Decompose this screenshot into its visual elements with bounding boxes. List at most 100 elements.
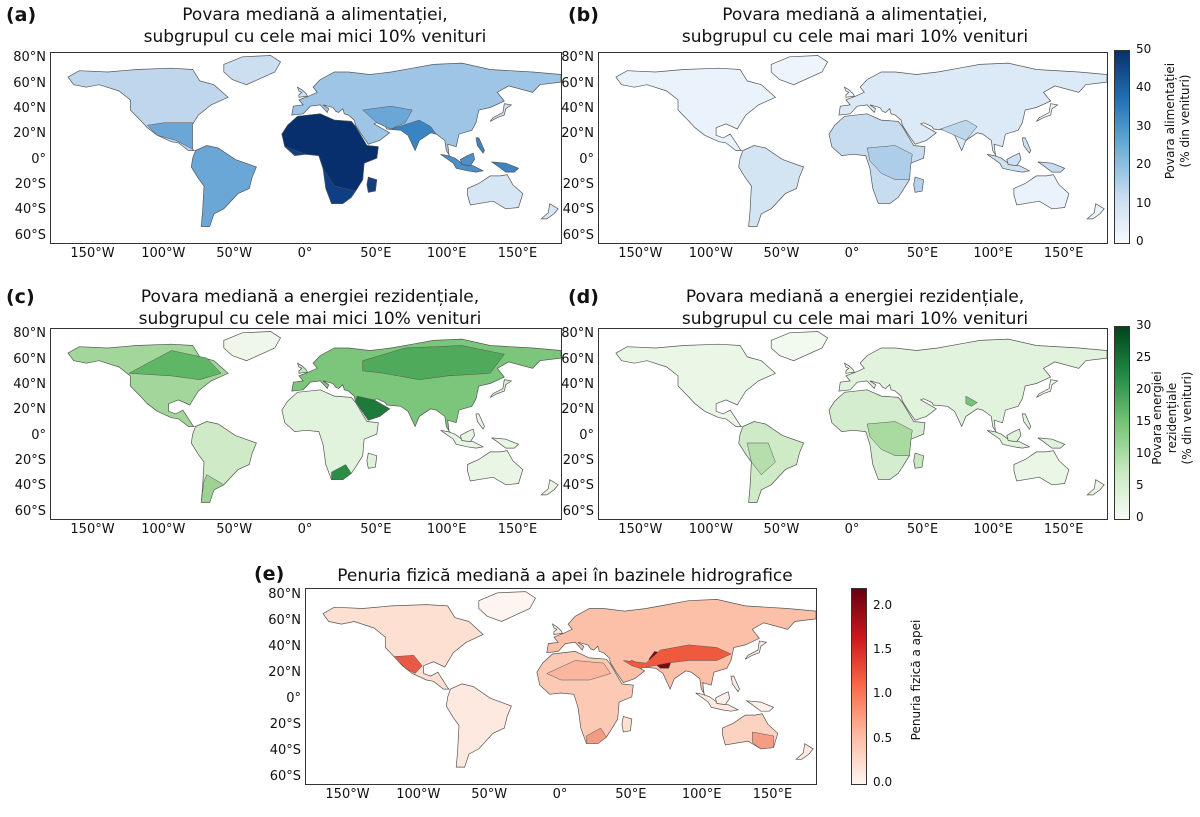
land-greenland [770,331,829,362]
lat-tick-label: 80°N [13,50,46,66]
land-greenland [478,591,536,622]
land-greenland [223,55,281,86]
lat-tick-label: 60°N [13,351,46,367]
land-borneo [1006,428,1022,443]
panel-title-line2: subgrupul cu cele mai mari 10% venituri [681,27,1029,47]
lon-tick-label: 50°W [763,522,800,537]
colorbar-tick-label: 0.5 [873,730,893,745]
region-highlight [623,644,732,669]
land-japan [489,103,513,122]
land-new-guinea [745,700,775,712]
lon-tick-label: 0° [297,522,313,537]
lon-tick-label: 50°E [906,522,939,537]
panel-letter: (e) [254,563,285,585]
region-highlight [752,731,774,750]
land-south-america [190,421,257,503]
colorbar-tick-label: 0 [1136,234,1144,248]
land-philippines [730,675,740,693]
lat-tick-label: 20°S [14,177,46,192]
land-borneo [1006,152,1022,167]
colorbar-energy-label-line3: (% din venituri) [1180,371,1194,465]
colorbar-tick-label: 15 [1136,414,1152,428]
colorbar-energy-label-line1: Povara energiei [1150,371,1164,465]
colorbar-water [851,588,867,785]
colorbar-tick-label: 10 [1136,446,1152,460]
lon-tick-label: 0° [552,787,568,802]
lon-tick-label: 100°E [681,787,722,802]
land-britain [843,86,855,98]
map-b [598,52,1108,244]
panel-title: Povara mediană a energiei rezidențiale, … [60,286,560,330]
lat-tick-label: 80°N [561,326,594,342]
region-highlight [128,350,222,380]
land-south-america [738,145,805,227]
lat-tick-label: 60°N [13,75,46,91]
land-madagascar [913,176,924,193]
land-new-zealand [795,743,814,760]
lon-tick-label: 0° [844,522,860,537]
panel-title-line2: subgrupul cu cele mai mici 10% venituri [143,27,487,47]
panel-title: Penuria fizică mediană a apei în bazinel… [300,565,830,587]
lat-tick-label: 80°N [561,50,594,66]
land-north-america [67,67,229,151]
land-borneo [459,152,475,167]
lat-tick-label: 40°S [269,742,301,758]
land-new-guinea [1037,437,1066,449]
lat-tick-label: 60°N [268,612,301,628]
lon-tick-label: 100°W [141,522,186,537]
region-highlight [362,105,413,130]
lat-tick-label: 0° [286,690,301,706]
lat-tick-label: 40°N [268,638,301,654]
lat-tick-label: 60°S [14,227,46,243]
map-d [598,328,1108,520]
land-north-america [615,343,777,427]
colorbar-tick-label: 0 [1136,510,1144,524]
lon-tick-label: 150°E [497,522,538,537]
land-philippines [1021,413,1032,430]
land-south-america [190,145,257,227]
lat-tick-label: 40°S [14,202,46,218]
lon-tick-label: 100°W [688,246,733,261]
land-britain [551,623,563,635]
colorbar-tick-label: 2.0 [873,597,893,612]
land-greenland [770,55,829,86]
panel-title-line2: subgrupul cu cele mai mari 10% venituri [681,309,1029,329]
land-indonesia [440,429,485,449]
lat-tick-label: 40°N [13,101,46,116]
land-madagascar [366,452,378,469]
region-highlight [362,345,505,380]
land-north-america [322,604,484,690]
colorbar-tick-label: 0.0 [873,775,893,789]
lon-tick-label: 50°W [216,522,253,537]
lon-tick-label: 100°E [973,246,1013,261]
panel-title-line2: subgrupul cu cele mai mici 10% venituri [138,309,482,329]
land-borneo [714,691,730,706]
land-japan [1036,379,1059,398]
colorbar-energy-label: Povara energiei rezidențiale (% din veni… [1150,358,1195,478]
region-highlight [200,474,225,503]
land-new-zealand [540,203,559,220]
land-australia [467,174,524,210]
lat-tick-label: 20°N [13,402,46,418]
region-highlight [390,119,437,152]
land-australia [1013,174,1070,210]
panel-title: Povara mediană a energiei rezidențiale, … [600,286,1110,330]
colorbar-tick-label: 50 [1136,42,1152,56]
land-britain [296,86,308,98]
region-highlight [331,464,352,480]
lat-tick-label: 0° [31,151,46,167]
colorbar-tick-label: 25 [1136,350,1152,364]
colorbar-food [1114,50,1130,244]
region-highlight [965,395,978,407]
land-philippines [1021,137,1032,154]
map-land-svg [67,55,561,227]
land-borneo [459,428,475,443]
lon-tick-label: 50°W [216,246,253,261]
lat-tick-label: 60°N [561,75,594,91]
land-indonesia [695,692,740,712]
colorbar-energy [1114,326,1130,520]
panel-title-line1: Povara mediană a alimentației, [722,5,988,25]
panel-letter: (b) [568,4,599,26]
region-highlight [546,660,611,681]
land-madagascar [621,715,633,733]
